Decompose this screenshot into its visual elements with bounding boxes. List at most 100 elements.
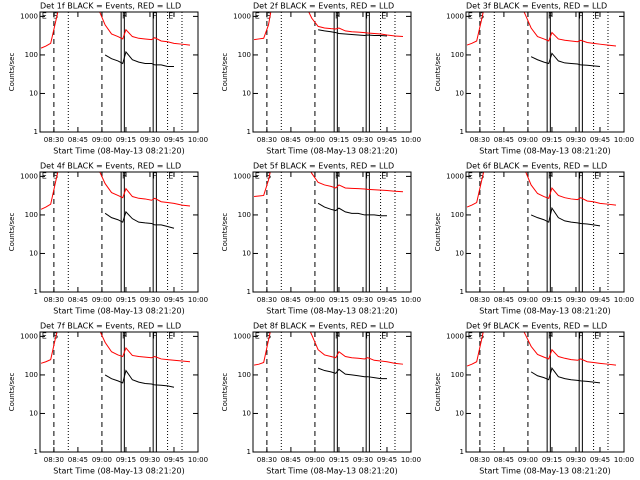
x-tick-label: 09:00	[92, 296, 112, 304]
flag-label: E	[168, 172, 173, 181]
x-tick-label: 08:30	[470, 456, 490, 464]
flag-label: E	[594, 172, 599, 181]
panel: Det 7f BLACK = Events, RED = LLD Counts/s…	[8, 322, 208, 476]
flag-label: E	[381, 12, 386, 21]
y-tick-label: 10	[455, 249, 464, 257]
flag-label: F	[365, 332, 370, 341]
x-tick-label: 09:45	[590, 136, 610, 144]
x-axis-label: Start Time (08-May-13 08:21:20)	[479, 467, 610, 476]
flag-label: E	[255, 332, 260, 341]
y-axis-label: Counts/sec	[434, 213, 442, 252]
y-tick-label: 10	[455, 89, 464, 97]
flag-label: F	[548, 172, 553, 181]
flag-label: S	[479, 12, 484, 21]
flag-label: S	[266, 12, 271, 21]
flag-label: F	[578, 172, 583, 181]
flag-label: E	[168, 12, 173, 21]
data-layer	[40, 12, 191, 68]
data-layer	[253, 332, 404, 380]
series-line	[317, 367, 387, 380]
y-axis-label: Counts/sec	[434, 373, 442, 412]
y-tick-label: 10	[29, 89, 38, 97]
series-line	[530, 367, 601, 384]
x-tick-label: 08:30	[470, 296, 490, 304]
flag-label: F	[578, 12, 583, 21]
x-axis-label: Start Time (08-May-13 08:21:20)	[53, 307, 184, 316]
chart-title: Det 9f BLACK = Events, RED = LLD	[466, 322, 607, 331]
flag-label: F	[152, 332, 157, 341]
plot-frame	[39, 171, 199, 293]
y-tick-label: 1	[247, 448, 251, 456]
x-tick-label: 09:15	[116, 296, 136, 304]
flag-label: E	[255, 12, 260, 21]
x-tick-label: 09:15	[329, 136, 349, 144]
flag-label: E	[468, 332, 473, 341]
y-tick-label: 1	[460, 128, 464, 136]
x-tick-label: 08:30	[44, 136, 64, 144]
flag-label: S	[266, 172, 271, 181]
y-tick-label: 10	[242, 249, 251, 257]
x-tick-label: 10:00	[614, 456, 634, 464]
flag-label: E	[255, 172, 260, 181]
y-tick-label: 100	[238, 51, 251, 59]
y-tick-label: 10	[242, 409, 251, 417]
chart-title: Det 8f BLACK = Events, RED = LLD	[253, 322, 394, 331]
x-tick-label: 09:30	[353, 456, 373, 464]
x-tick-label: 09:30	[140, 456, 160, 464]
chart-title: Det 3f BLACK = Events, RED = LLD	[466, 2, 607, 11]
y-tick-label: 1000	[233, 172, 251, 180]
panel: Det 6f BLACK = Events, RED = LLD Counts/s…	[434, 162, 634, 316]
series-line	[466, 332, 617, 367]
y-tick-label: 1	[34, 448, 38, 456]
series-line	[254, 172, 404, 198]
panel: Det 9f BLACK = Events, RED = LLD Counts/s…	[434, 322, 634, 476]
y-tick-label: 1000	[20, 332, 38, 340]
x-tick-label: 09:00	[92, 456, 112, 464]
x-tick-label: 09:00	[518, 456, 538, 464]
y-tick-label: 1000	[446, 172, 464, 180]
series-line	[254, 12, 404, 41]
series-line	[318, 29, 388, 37]
x-tick-label: 09:30	[353, 136, 373, 144]
flag-label: E	[594, 12, 599, 21]
flag-label: F	[122, 332, 127, 341]
flag-label: S	[53, 12, 58, 21]
y-axis-label: Counts/sec	[221, 213, 229, 252]
x-tick-label: 09:15	[542, 456, 562, 464]
x-tick-label: 09:00	[92, 136, 112, 144]
x-axis-label: Start Time (08-May-13 08:21:20)	[53, 147, 184, 156]
series-line	[40, 332, 191, 364]
flag-label: F	[152, 12, 157, 21]
x-tick-label: 10:00	[614, 296, 634, 304]
y-tick-label: 100	[238, 371, 251, 379]
x-tick-label: 09:00	[305, 456, 325, 464]
x-tick-label: 10:00	[188, 296, 208, 304]
flag-label: E	[381, 332, 386, 341]
x-tick-label: 09:15	[329, 296, 349, 304]
x-tick-label: 10:00	[614, 136, 634, 144]
panel: Det 8f BLACK = Events, RED = LLD Counts/s…	[221, 322, 421, 476]
x-axis-label: Start Time (08-May-13 08:21:20)	[266, 307, 397, 316]
x-tick-label: 09:15	[542, 136, 562, 144]
y-tick-label: 1	[34, 288, 38, 296]
y-tick-label: 1	[460, 288, 464, 296]
plot-frame	[39, 331, 199, 453]
flag-label: F	[122, 12, 127, 21]
flag-label: S	[479, 332, 484, 341]
y-tick-label: 1000	[20, 12, 38, 20]
x-tick-label: 09:00	[305, 136, 325, 144]
chart-title: Det 4f BLACK = Events, RED = LLD	[40, 162, 181, 171]
chart-title: Det 6f BLACK = Events, RED = LLD	[466, 162, 607, 171]
x-tick-label: 09:45	[377, 296, 397, 304]
flag-label: F	[335, 332, 340, 341]
flag-label: S	[53, 172, 58, 181]
x-tick-label: 10:00	[401, 136, 421, 144]
y-tick-label: 10	[29, 409, 38, 417]
flag-label: E	[42, 12, 47, 21]
series-line	[466, 172, 617, 208]
series-line	[104, 210, 175, 229]
chart-title: Det 1f BLACK = Events, RED = LLD	[40, 2, 181, 11]
panel: Det 1f BLACK = Events, RED = LLD Counts/s…	[8, 2, 208, 156]
y-tick-label: 1000	[446, 332, 464, 340]
